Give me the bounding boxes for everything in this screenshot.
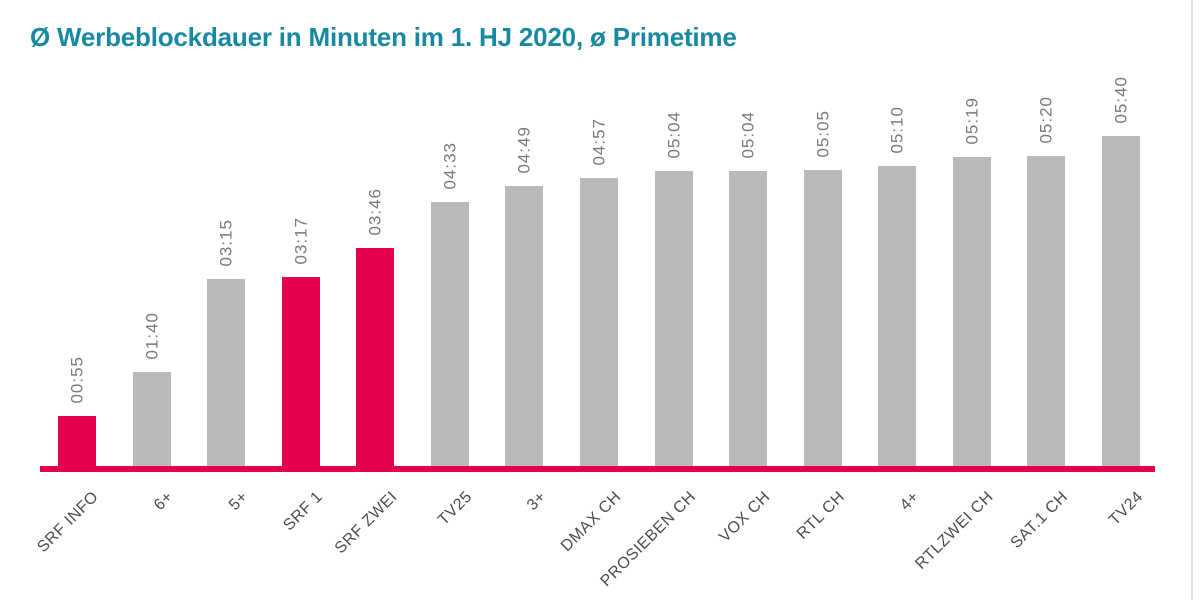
bar [207,279,246,470]
category-label: TV25 [434,488,476,529]
category-label: TV24 [1105,488,1147,529]
page-edge-line [1191,0,1193,600]
category-label: DMAX CH [557,488,625,555]
value-label: 05:10 [887,106,907,154]
category-label: 6+ [151,488,177,514]
bar-column: 05:05 RTL CH [794,0,848,600]
bar-column: 05:04 PROSIEBEN CH [597,0,699,600]
bar-column: 04:57 DMAX CH [558,0,625,600]
value-label: 01:40 [142,312,162,360]
bar-column: 05:04 VOX CH [716,0,774,600]
category-label: RTL CH [793,488,849,543]
category-label: SRF INFO [34,488,103,556]
value-label: 04:49 [514,126,534,174]
value-label: 05:05 [813,110,833,158]
bar-column: 05:20 SAT.1 CH [1008,0,1072,600]
bar-column: 05:10 4+ [878,0,923,600]
bar [356,248,395,470]
value-label: 03:15 [216,219,236,267]
value-label: 00:55 [67,356,87,404]
bar-column: 03:46 SRF ZWEI [332,0,401,600]
bar [579,178,618,470]
bar-column: 00:55 SRF INFO [35,0,103,600]
bar-column: 04:33 TV25 [430,0,475,600]
value-label: 03:17 [291,217,311,265]
category-label: 3+ [524,488,550,514]
value-label: 04:57 [589,118,609,166]
bar [281,277,320,470]
bar-column: 05:19 RTLZWEI CH [913,0,997,600]
bar-column: 01:40 6+ [132,0,177,600]
bar [132,372,171,470]
x-axis-line [40,466,1155,472]
bar [430,202,469,470]
bar [1027,156,1066,470]
bar [58,416,96,470]
value-label: 05:04 [664,111,684,159]
bar [803,170,842,470]
bar-column: 04:49 3+ [505,0,550,600]
category-label: RTLZWEI CH [912,488,998,573]
bar-column: 03:17 SRF 1 [280,0,326,600]
bar [729,171,768,470]
category-label: VOX CH [715,488,774,546]
value-label: 04:33 [440,142,460,190]
value-label: 03:46 [365,188,385,236]
chart-title: Ø Werbeblockdauer in Minuten im 1. HJ 20… [30,22,737,52]
value-label: 05:40 [1111,76,1131,124]
category-label: SAT.1 CH [1008,488,1072,552]
value-label: 05:20 [1036,96,1056,144]
category-label: 5+ [225,488,252,514]
bar-column: 05:40 TV24 [1101,0,1146,600]
bar-column: 03:15 5+ [207,0,251,600]
category-label: SRF 1 [280,488,327,535]
bar [654,171,693,470]
bar [878,166,917,470]
value-label: 05:19 [962,97,982,145]
category-label: SRF ZWEI [331,488,401,558]
bar [952,157,991,470]
value-label: 05:04 [738,111,758,159]
bar [505,186,544,470]
bar [1101,136,1140,470]
category-label: 4+ [896,488,923,514]
